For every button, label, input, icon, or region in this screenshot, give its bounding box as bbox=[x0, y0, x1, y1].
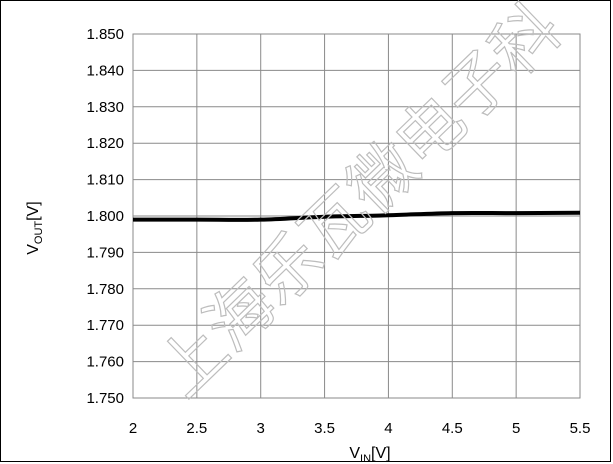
y-tick-label: 1.850 bbox=[86, 26, 124, 43]
x-tick-label: 3 bbox=[257, 420, 265, 437]
x-axis-title-suffix: [V] bbox=[371, 445, 391, 462]
y-axis-title: VOUT[V] bbox=[25, 201, 45, 254]
y-tick-label: 1.790 bbox=[86, 244, 124, 261]
x-axis-title-sub: IN bbox=[360, 453, 371, 464]
series bbox=[132, 210, 581, 222]
x-tick-label: 3.5 bbox=[314, 420, 335, 437]
y-tick-label: 1.770 bbox=[86, 317, 124, 334]
y-axis-title-sub: OUT bbox=[33, 221, 45, 245]
y-tick-label: 1.840 bbox=[86, 62, 124, 79]
y-tick-label: 1.760 bbox=[86, 354, 124, 371]
y-axis-tick-labels: 1.850 1.840 1.830 1.820 1.810 1.800 1.790 1.780… bbox=[86, 26, 124, 407]
watermark-text: 上海乐瓦微电子科 bbox=[143, 0, 576, 412]
x-tick-label: 5 bbox=[512, 420, 520, 437]
x-tick-label: 2.5 bbox=[186, 420, 207, 437]
y-axis-title-suffix: [V] bbox=[25, 201, 42, 221]
x-axis-title-main: V bbox=[349, 445, 360, 462]
y-tick-label: 1.820 bbox=[86, 135, 124, 152]
y-tick-label: 1.780 bbox=[86, 281, 124, 298]
x-tick-label: 4.5 bbox=[442, 420, 463, 437]
x-tick-label: 5.5 bbox=[570, 420, 591, 437]
y-axis-title-main: V bbox=[25, 244, 42, 255]
y-tick-label: 1.800 bbox=[86, 208, 124, 225]
watermark: 上海乐瓦微电子科 bbox=[142, 0, 577, 412]
x-axis-title: VIN[V] bbox=[349, 445, 390, 464]
y-tick-label: 1.810 bbox=[86, 172, 124, 189]
x-tick-label: 2 bbox=[129, 420, 137, 437]
x-tick-label: 4 bbox=[384, 420, 392, 437]
series-line bbox=[132, 210, 581, 222]
y-tick-label: 1.750 bbox=[86, 390, 124, 407]
y-tick-label: 1.830 bbox=[86, 99, 124, 116]
plot-border bbox=[132, 33, 581, 399]
plot-area bbox=[132, 33, 581, 399]
x-axis-tick-labels: 2 2.5 3 3.5 4 4.5 5 5.5 bbox=[129, 420, 591, 437]
